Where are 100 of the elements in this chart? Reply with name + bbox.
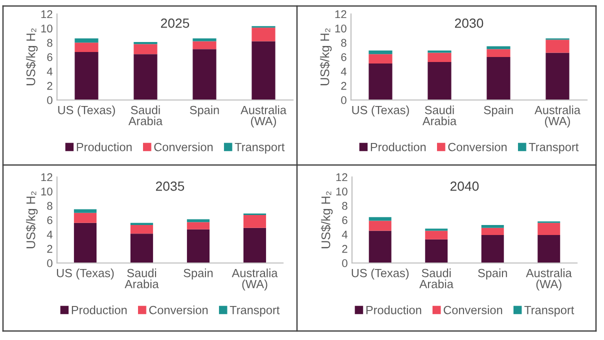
x-tick-label: Australia (WA) <box>232 268 278 291</box>
y-axis-title: US$/kg H₂ <box>320 191 333 248</box>
y-tick-label: 12 <box>335 10 346 18</box>
bar <box>252 41 276 100</box>
legend-label: Conversion <box>448 142 507 152</box>
legend-label: Transport <box>524 306 574 317</box>
y-tick-label: 0 <box>342 259 348 268</box>
y-tick-label: 6 <box>47 53 52 62</box>
bar <box>368 230 392 263</box>
legend-label: Production <box>370 142 426 152</box>
legend-label: Transport <box>234 142 285 154</box>
x-tick-label: US (Texas) <box>56 268 114 280</box>
legend-label: Conversion <box>149 306 208 314</box>
y-tick-label: 12 <box>336 173 348 182</box>
bar <box>74 209 97 213</box>
chart-title: 2030 <box>454 18 484 28</box>
bar <box>368 50 392 54</box>
bar <box>428 52 452 62</box>
y-tick-label: 10 <box>41 188 52 196</box>
y-axis-title: US$/kg H₂ <box>26 28 38 86</box>
bar <box>368 217 392 221</box>
bar <box>186 222 210 230</box>
x-tick-label: US (Texas) <box>352 106 409 117</box>
bar <box>74 42 98 52</box>
bar <box>130 225 154 234</box>
legend-label: Production <box>366 306 422 314</box>
y-tick-label: 0 <box>341 96 346 104</box>
legend-label: Conversion <box>154 142 213 152</box>
y-tick-label: 2 <box>342 244 348 253</box>
legend-label: Production <box>72 306 127 314</box>
y-axis-title: US$/kg H₂ <box>320 28 332 86</box>
bar <box>425 239 448 263</box>
bar <box>130 234 154 263</box>
bar <box>486 49 510 57</box>
y-tick-label: 2 <box>341 82 346 90</box>
bar <box>243 228 266 263</box>
bar <box>368 54 392 64</box>
bar <box>368 63 392 100</box>
x-tick-label: Saudi Arabia <box>419 268 454 288</box>
bar <box>546 52 570 100</box>
x-tick-label: Saudi Arabia <box>128 106 163 126</box>
y-tick-label: 2 <box>47 82 52 90</box>
x-tick-label: Spain <box>478 268 507 280</box>
bar <box>481 228 504 236</box>
bar <box>425 230 448 240</box>
bar <box>134 54 158 100</box>
bar <box>192 41 216 50</box>
chart-title: 2040 <box>450 182 479 191</box>
bar <box>134 44 158 54</box>
bar <box>486 46 510 50</box>
y-tick-label: 0 <box>47 96 52 104</box>
bar <box>192 49 216 100</box>
y-tick-label: 4 <box>342 230 348 238</box>
y-tick-label: 6 <box>47 216 52 224</box>
y-tick-label: 6 <box>342 216 348 224</box>
x-tick-label: Australia (WA) <box>526 268 572 291</box>
bar <box>74 38 98 43</box>
y-tick-label: 12 <box>41 173 52 182</box>
bar <box>243 214 266 228</box>
bar <box>74 212 97 223</box>
y-tick-label: 12 <box>41 10 52 18</box>
y-axis-title: US$/kg H₂ <box>26 191 38 248</box>
y-tick-label: 0 <box>47 259 52 268</box>
bar <box>481 225 504 228</box>
bar <box>74 222 97 263</box>
bar <box>368 220 392 231</box>
x-tick-label: Saudi Arabia <box>422 106 457 126</box>
x-tick-label: Saudi Arabia <box>124 268 159 288</box>
x-tick-label: Australia (WA) <box>534 106 580 128</box>
x-tick-label: Australia (WA) <box>240 106 286 128</box>
y-tick-label: 10 <box>335 24 346 32</box>
bar <box>538 235 560 263</box>
bar <box>130 222 154 226</box>
y-tick-label: 8 <box>47 202 52 210</box>
chart-title: 2035 <box>156 182 184 191</box>
chart-title: 2025 <box>160 18 190 28</box>
bar <box>74 52 98 100</box>
y-tick-label: 8 <box>47 38 52 47</box>
y-tick-label: 2 <box>47 244 52 253</box>
bar <box>481 235 504 263</box>
bar <box>486 57 510 100</box>
x-tick-label: Spain <box>484 106 513 117</box>
legend-label: Transport <box>528 142 579 154</box>
legend-label: Transport <box>230 306 280 317</box>
y-tick-label: 8 <box>342 202 348 210</box>
bar <box>252 28 276 42</box>
bar <box>428 62 452 100</box>
x-tick-label: US (Texas) <box>58 106 115 117</box>
bar <box>546 40 570 53</box>
legend-label: Conversion <box>444 306 502 314</box>
bar <box>186 229 210 263</box>
y-tick-label: 6 <box>341 53 346 62</box>
legend-label: Production <box>76 142 132 152</box>
x-tick-label: Spain <box>190 106 219 117</box>
y-tick-label: 8 <box>341 38 346 47</box>
y-tick-label: 4 <box>46 230 53 238</box>
x-tick-label: Spain <box>184 268 213 280</box>
bar <box>134 42 158 44</box>
y-tick-label: 4 <box>46 68 53 76</box>
y-tick-label: 10 <box>336 188 348 196</box>
